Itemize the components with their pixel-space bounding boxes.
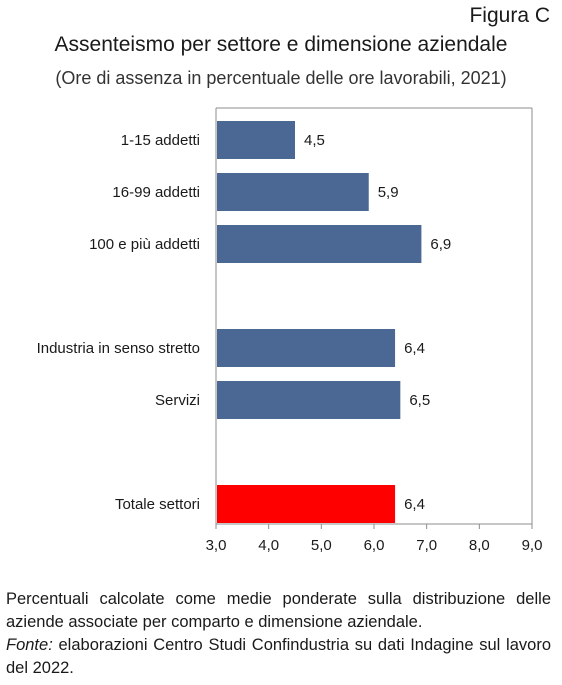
x-tick-label: 5,0 [311, 537, 332, 554]
x-tick-label: 9,0 [522, 537, 543, 554]
note-text: Percentuali calcolate come medie pondera… [6, 590, 551, 631]
category-label: Totale settori [115, 496, 200, 513]
x-tick-label: 6,0 [364, 537, 385, 554]
value-label: 6,9 [430, 236, 451, 253]
bar [217, 485, 396, 523]
value-label: 4,5 [304, 132, 325, 149]
bar [217, 173, 369, 211]
bar [217, 381, 401, 419]
bar [217, 225, 422, 263]
x-tick-label: 3,0 [206, 537, 227, 554]
value-label: 6,4 [404, 340, 425, 357]
value-label: 6,4 [404, 496, 425, 513]
source-label: Fonte: [6, 636, 53, 654]
chart-note: Percentuali calcolate come medie pondera… [6, 588, 551, 680]
category-label: 100 e più addetti [89, 236, 200, 253]
chart-subtitle: (Ore di assenza in percentuale delle ore… [55, 68, 507, 88]
value-label: 5,9 [378, 184, 399, 201]
category-label: Industria in senso stretto [37, 340, 200, 357]
bar [217, 121, 295, 159]
x-tick-label: 8,0 [469, 537, 490, 554]
chart-title: Assenteismo per settore e dimensione azi… [54, 33, 508, 56]
x-tick-label: 7,0 [416, 537, 437, 554]
value-label: 6,5 [409, 392, 430, 409]
bar-chart: 3,0 4,0 5,0 6,0 7,0 8,0 9,0 1-15 addetti 4,5 16-9… [37, 107, 543, 554]
source-text: elaborazioni Centro Studi Confindustria … [6, 636, 551, 677]
category-label: 16-99 addetti [112, 184, 200, 201]
category-label: Servizi [155, 392, 200, 409]
bar [217, 329, 396, 367]
x-tick-label: 4,0 [258, 537, 279, 554]
figure-label: Figura C [469, 4, 550, 27]
category-label: 1-15 addetti [121, 132, 200, 149]
